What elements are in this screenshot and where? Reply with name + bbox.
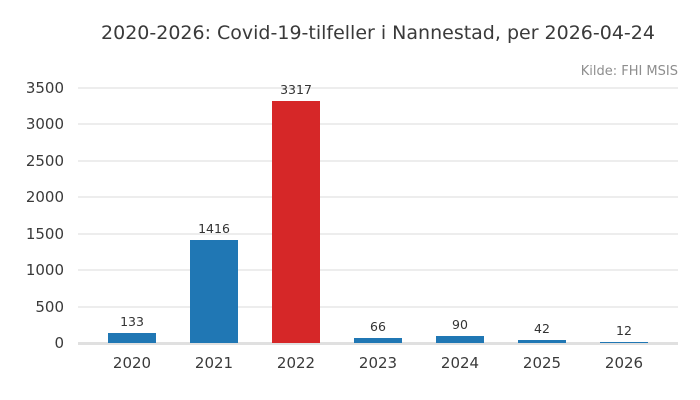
- bar-2020: [108, 333, 156, 343]
- x-tick-label: 2023: [358, 354, 398, 372]
- x-tick-label: 2026: [604, 354, 644, 372]
- x-tick-label: 2022: [276, 354, 316, 372]
- x-axis-line: [78, 342, 678, 345]
- gridline: [78, 305, 678, 308]
- bar-value-label: 12: [616, 323, 632, 338]
- bar-2023: [354, 338, 402, 343]
- gridline: [78, 269, 678, 272]
- y-tick-label: 1000: [25, 261, 64, 280]
- y-tick-label: 3500: [25, 79, 64, 97]
- gridline: [78, 123, 678, 126]
- gridline: [78, 232, 678, 235]
- x-tick-label: 2025: [522, 354, 562, 372]
- y-tick-label: 2000: [25, 188, 64, 207]
- chart-title: 2020-2026: Covid-19-tilfeller i Nannesta…: [101, 22, 655, 44]
- y-tick-label: 500: [35, 297, 64, 316]
- bar-value-label: 66: [370, 319, 386, 334]
- bar-value-label: 90: [452, 317, 468, 332]
- bar-2025: [518, 340, 566, 343]
- bar-2021: [190, 240, 238, 343]
- y-tick-label: 0: [54, 334, 64, 352]
- bar-2026: [600, 342, 648, 343]
- bar-value-label: 1416: [198, 221, 230, 236]
- plot-area: [78, 87, 678, 345]
- bar-2022: [272, 101, 320, 343]
- x-tick-label: 2024: [440, 354, 480, 372]
- y-tick-label: 2500: [25, 151, 64, 170]
- gridline: [78, 159, 678, 162]
- x-tick-label: 2020: [112, 354, 152, 372]
- bar-value-label: 133: [120, 314, 144, 329]
- chart-source-label: Kilde: FHI MSIS: [580, 64, 678, 79]
- bar-value-label: 42: [534, 321, 550, 336]
- y-tick-label: 3000: [25, 115, 64, 134]
- bar-2024: [436, 336, 484, 343]
- x-tick-label: 2021: [194, 354, 234, 372]
- gridline: [78, 87, 678, 89]
- gridline: [78, 196, 678, 199]
- y-tick-label: 1500: [25, 224, 64, 243]
- bar-value-label: 3317: [280, 82, 312, 97]
